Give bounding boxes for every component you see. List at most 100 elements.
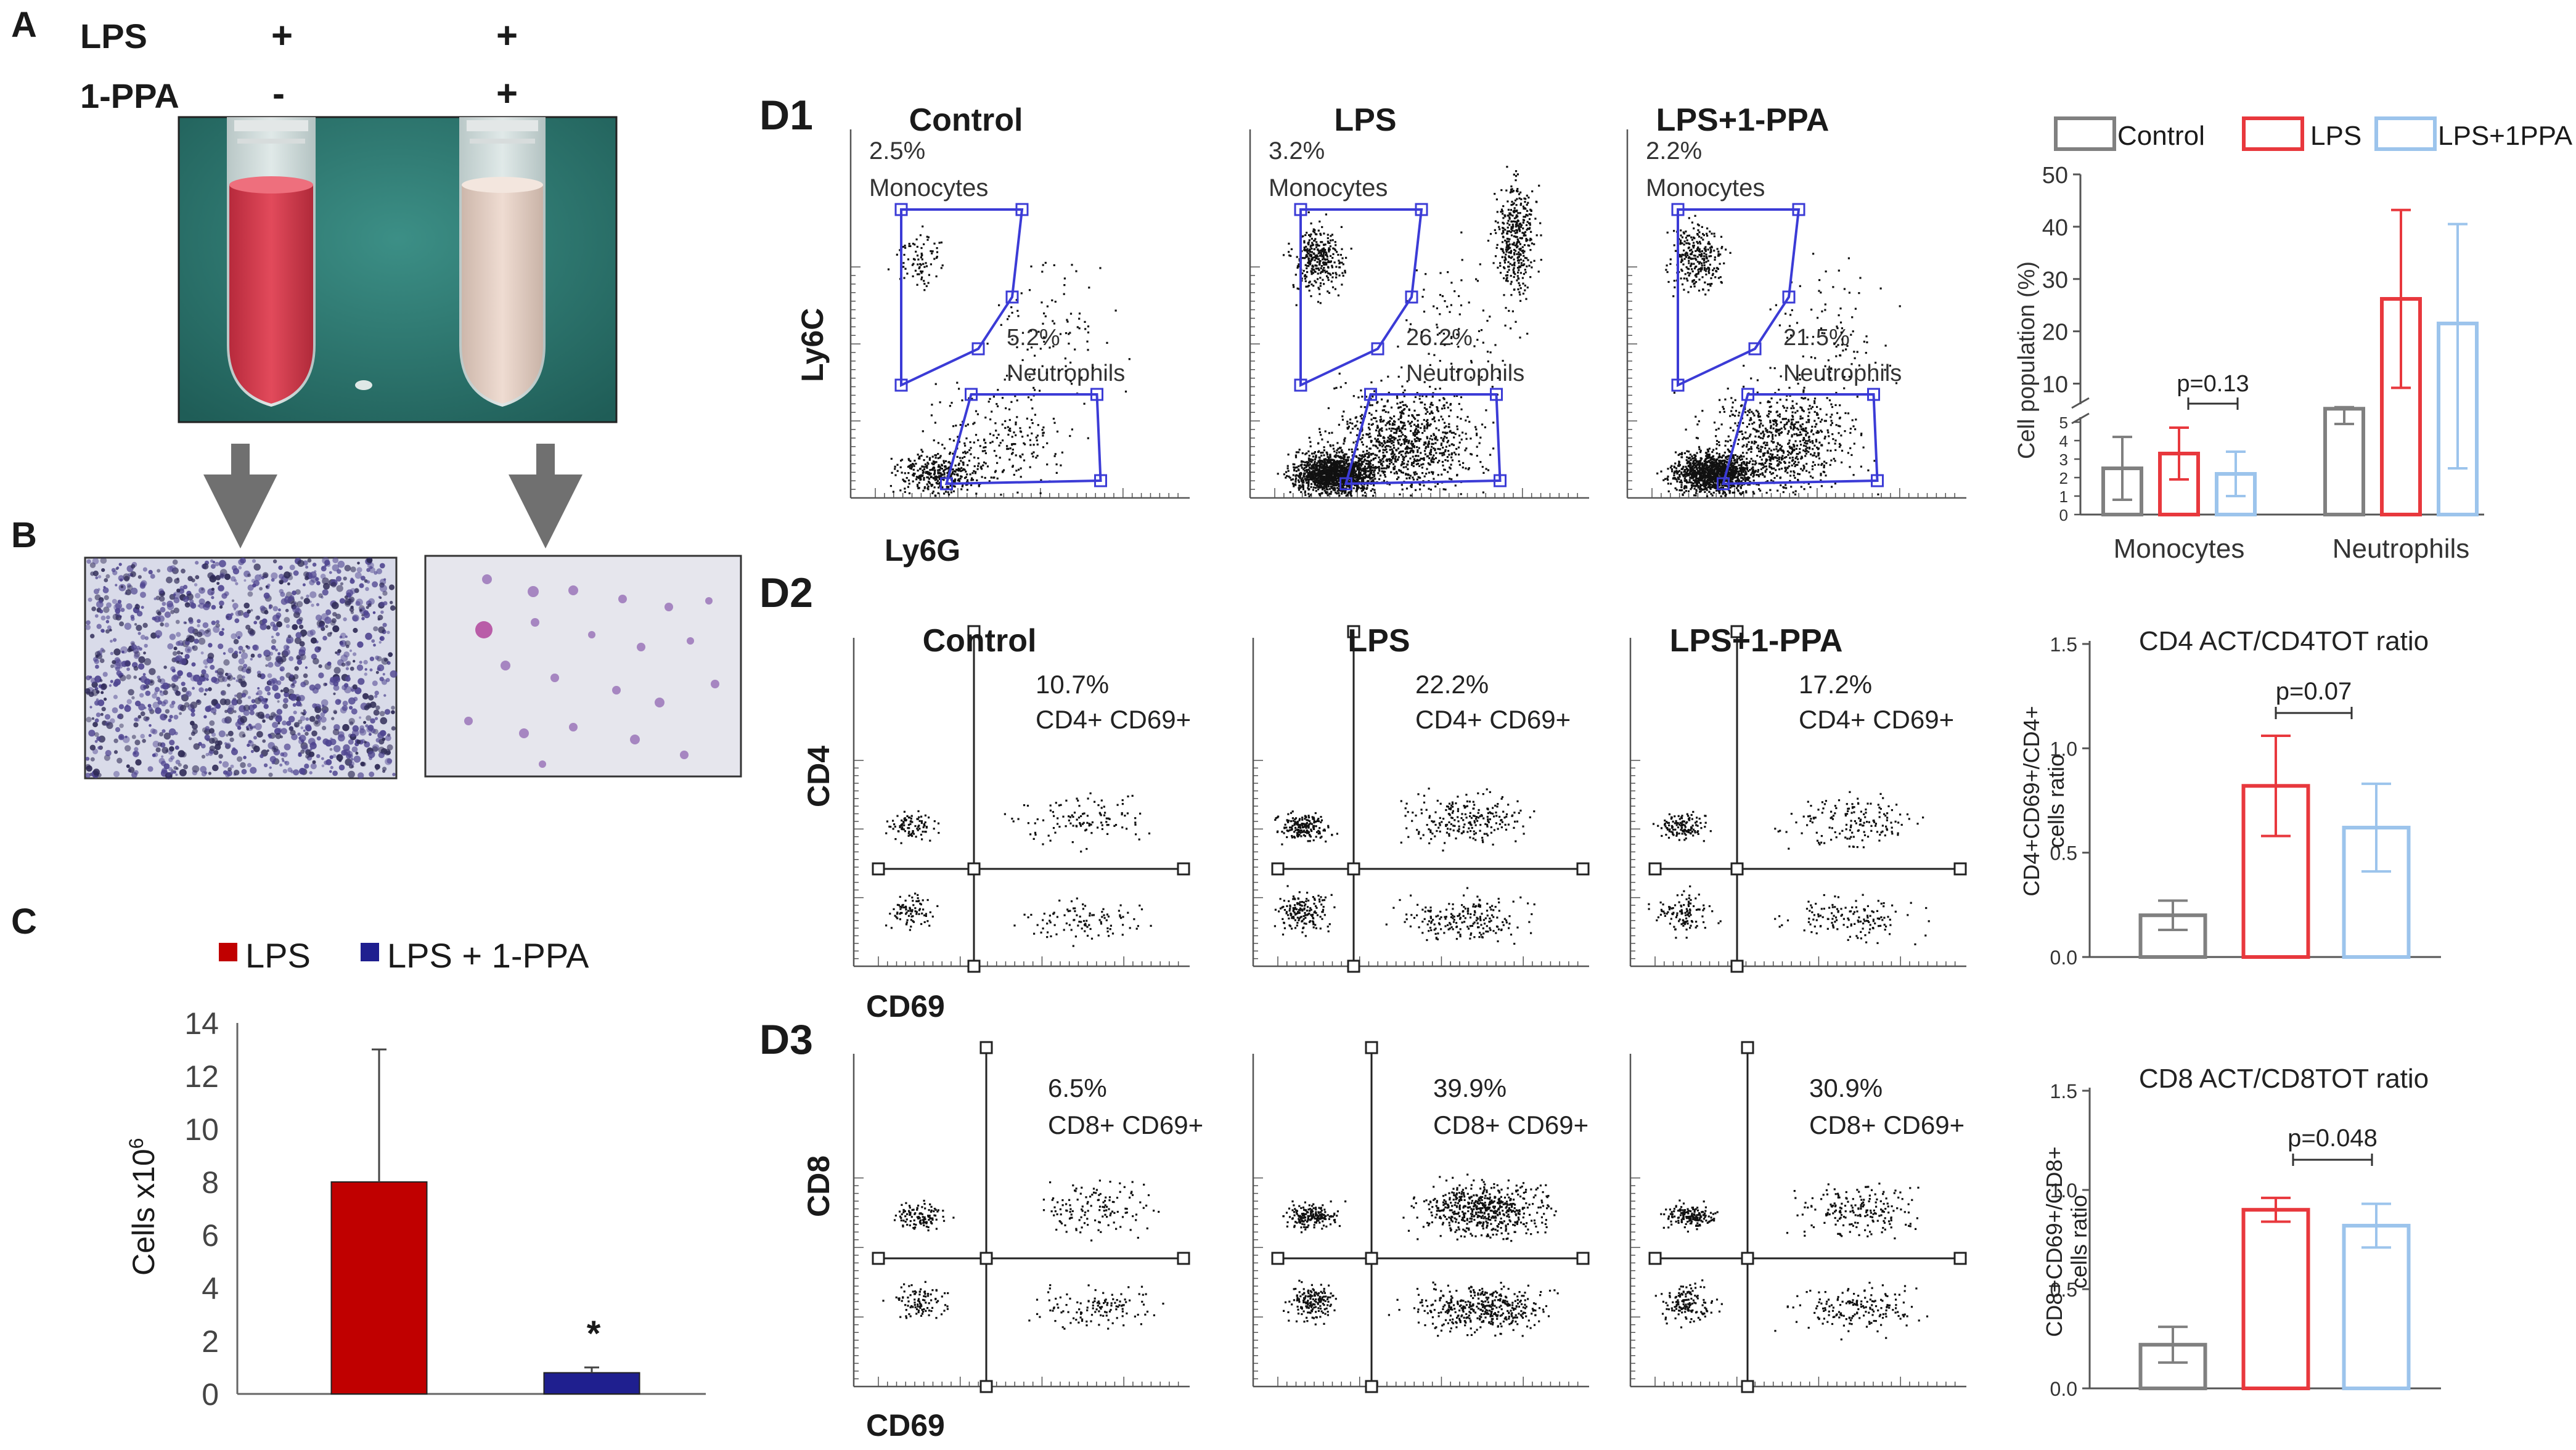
event-dot <box>962 451 965 454</box>
event-dot <box>1305 479 1307 481</box>
event-dot <box>1515 170 1518 173</box>
event-dot <box>1462 466 1464 469</box>
event-dot <box>1384 449 1386 452</box>
event-dot <box>1044 315 1047 317</box>
event-dot <box>1443 407 1445 409</box>
stained-cell <box>315 614 322 621</box>
stained-cell <box>213 750 219 756</box>
event-dot <box>1428 471 1430 474</box>
event-dot <box>1443 468 1445 471</box>
stained-cell <box>333 745 341 752</box>
stained-cell <box>346 661 351 666</box>
event-dot <box>931 250 934 253</box>
event-dot <box>896 470 899 472</box>
stained-cell <box>336 585 343 592</box>
stained-cell <box>285 608 289 613</box>
stained-cell <box>136 611 143 617</box>
stained-cell <box>133 666 139 671</box>
stained-cell <box>358 772 364 779</box>
stained-cell <box>365 632 372 640</box>
stained-cell <box>135 700 141 707</box>
event-dot <box>1409 475 1412 477</box>
event-dot <box>1306 285 1309 288</box>
stained-cell <box>186 691 190 695</box>
stained-cell <box>324 560 330 566</box>
c-y-tick-label: 0 <box>202 1377 219 1412</box>
stained-cell <box>176 661 179 664</box>
stained-cell <box>134 717 138 722</box>
stained-cell <box>169 633 176 640</box>
stained-cell <box>230 576 236 582</box>
event-dot <box>1327 460 1329 462</box>
stained-cell <box>88 597 92 602</box>
stained-cell <box>245 645 248 648</box>
event-dot <box>1298 449 1301 451</box>
event-dot <box>1372 479 1375 482</box>
event-dot <box>1431 396 1434 398</box>
stained-cell <box>226 770 232 776</box>
stained-cell <box>171 683 176 688</box>
c-y-tick-label: 10 <box>184 1112 219 1147</box>
stained-cell <box>349 760 354 767</box>
event-dot <box>1323 283 1325 285</box>
event-dot <box>1043 336 1045 338</box>
stained-cell <box>384 749 391 756</box>
stained-cell <box>293 602 296 605</box>
stained-cell <box>207 653 215 659</box>
event-dot <box>941 444 944 446</box>
stained-cell <box>280 689 284 693</box>
event-dot <box>1352 465 1354 467</box>
event-dot <box>1411 414 1413 417</box>
stained-cell <box>314 706 322 714</box>
stained-cell <box>110 651 114 656</box>
stained-cell <box>303 571 309 577</box>
stained-cell <box>126 583 131 588</box>
panel-d1-letter: D1 <box>759 92 813 139</box>
event-dot <box>1479 461 1482 463</box>
stained-cell <box>302 583 306 587</box>
event-dot <box>1383 474 1386 476</box>
event-dot <box>1315 454 1317 457</box>
event-dot <box>939 465 941 468</box>
stained-cell <box>218 585 224 592</box>
event-dot <box>1428 487 1430 490</box>
stained-cell <box>346 753 351 759</box>
event-dot <box>1306 264 1309 267</box>
event-dot <box>1314 259 1316 261</box>
event-dot <box>1310 483 1313 485</box>
stained-cell <box>103 606 110 613</box>
stained-cell <box>235 582 239 585</box>
event-dot <box>1294 274 1297 276</box>
stained-cell <box>384 709 391 715</box>
stained-cell <box>239 678 246 685</box>
stained-cell <box>126 764 130 768</box>
stained-cell <box>173 646 178 651</box>
stained-cell <box>115 727 121 733</box>
stained-cell <box>219 605 223 609</box>
event-dot <box>940 267 942 269</box>
event-dot <box>1363 487 1365 490</box>
stained-cell <box>296 601 303 608</box>
event-dot <box>1327 266 1330 268</box>
stained-cell <box>252 644 259 651</box>
event-dot <box>1334 478 1336 480</box>
stained-cell <box>357 561 360 565</box>
stained-cell <box>211 737 218 744</box>
event-dot <box>1394 455 1397 458</box>
event-dot <box>1456 473 1458 476</box>
stained-cell <box>198 637 206 645</box>
stained-cell <box>226 672 232 678</box>
stained-cell <box>335 699 341 705</box>
event-dot <box>1327 234 1329 236</box>
stained-cell <box>208 687 212 691</box>
stained-cell <box>325 609 332 616</box>
stained-cell <box>268 715 274 720</box>
event-dot <box>917 454 919 456</box>
event-dot <box>961 485 963 487</box>
stained-cell <box>278 565 283 570</box>
event-dot <box>1288 475 1290 478</box>
stained-cell <box>168 718 172 722</box>
stained-cell <box>321 566 327 572</box>
stained-cell <box>104 578 108 582</box>
event-dot <box>1476 433 1478 435</box>
